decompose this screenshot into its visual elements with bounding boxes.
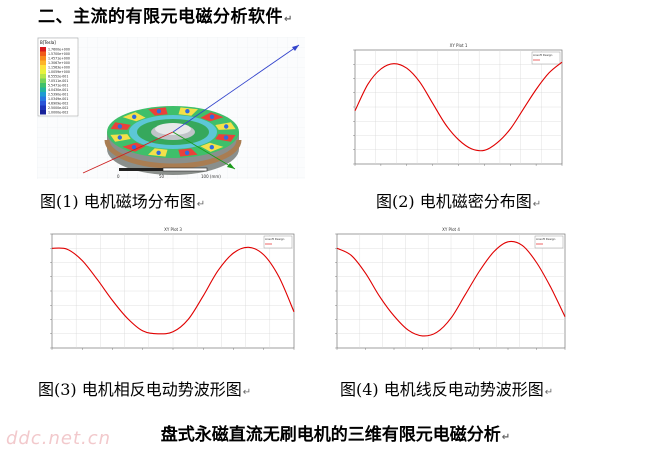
motor-3d-render: B[Tesla] 1.7600e+0001.5700e+0001.4571e+00… [37, 37, 305, 179]
motor-disk [104, 106, 242, 175]
legend-value: 4.6909e-002 [48, 102, 68, 106]
caption-figure-1: 图(1) 电机磁场分布图↵ [40, 188, 205, 212]
chart-legend [531, 51, 561, 65]
flux-spot [185, 109, 190, 114]
figure-2-flux-density-plot: XY Plot 1 Ansoft Design [337, 38, 584, 178]
chart-legend-label: Ansoft Design [533, 53, 553, 57]
legend-value: 2.5000e-002 [48, 106, 68, 110]
legend-title: B[Tesla] [40, 40, 56, 45]
legend-value: 1.4571e+000 [48, 57, 70, 61]
legend-value: 8.5552e-001 [48, 75, 68, 79]
paragraph-mark-icon: ↵ [242, 387, 252, 398]
axis-line [172, 131, 236, 170]
section-heading: 二、主流的有限元电磁分析软件↵ [38, 2, 293, 27]
watermark-text: ddc.net.cn [6, 428, 112, 449]
legend-value: 1.3067e+000 [48, 61, 70, 65]
figure-3-phase-emf-plot: XY Plot 3 Ansoft Design [34, 222, 316, 362]
legend-swatch [40, 60, 46, 65]
chart-legend-label: Ansoft Design [265, 237, 285, 241]
caption-figure-2: 图(2) 电机磁密分布图↵ [376, 188, 541, 212]
xy-plot-4: XY Plot 4 Ansoft Design [319, 222, 587, 362]
flux-spot [132, 114, 137, 120]
axis-line [82, 131, 174, 174]
scale-bar: 0 50 100 (mm) [117, 167, 221, 179]
caption-text: 图(3) 电机相反电动势波形图 [38, 380, 242, 399]
legend-value: 1.0059e+000 [48, 70, 70, 74]
flux-spot [184, 150, 190, 155]
legend-swatch [40, 74, 46, 79]
legend-swatch [40, 96, 46, 101]
scale-label: 50 [159, 174, 165, 179]
caption-text: 图(2) 电机磁密分布图 [376, 192, 532, 211]
flux-spot [131, 145, 137, 150]
legend-swatch [40, 69, 46, 74]
legend-value: 1.7600e+000 [48, 48, 70, 52]
series-line [336, 240, 566, 337]
chart-title: XY Plot 4 [442, 227, 460, 232]
series-line [51, 246, 295, 335]
flux-spot [223, 135, 229, 140]
scale-label: 0 [117, 174, 120, 179]
color-legend: B[Tesla] 1.7600e+0001.5700e+0001.4571e+00… [37, 37, 79, 117]
legend-swatch [40, 47, 46, 52]
legend-swatch [40, 92, 46, 97]
flux-spot [117, 124, 123, 129]
paragraph-mark-icon: ↵ [532, 199, 542, 210]
section-heading-text: 二、主流的有限元电磁分析软件 [38, 7, 283, 27]
chart-legend [534, 235, 564, 249]
paragraph-mark-icon: ↵ [501, 432, 511, 443]
legend-value: 1.1563e+000 [48, 66, 70, 70]
series-line [354, 61, 563, 152]
legend-value: 4.0430e-001 [48, 88, 68, 92]
legend-swatch [40, 56, 46, 61]
chart-title: XY Plot 1 [450, 43, 468, 48]
paragraph-mark-icon: ↵ [284, 14, 293, 25]
paragraph-mark-icon: ↵ [544, 387, 554, 398]
flux-spot [209, 114, 215, 120]
legend-value: 5.5471e-001 [48, 84, 68, 88]
legend-swatch [40, 105, 46, 110]
legend-swatch [40, 101, 46, 106]
legend-swatch [40, 51, 46, 56]
flux-spot [117, 135, 123, 140]
legend-value: 7.0511e-001 [48, 79, 68, 83]
legend-swatch [40, 65, 46, 70]
legend-value: 1.0349e-001 [48, 97, 68, 101]
caption-text: 图(4) 电机线反电动势波形图 [340, 380, 544, 399]
legend-swatch [40, 78, 46, 83]
caption-figure-3: 图(3) 电机相反电动势波形图↵ [38, 376, 251, 400]
scale-label: 100 (mm) [201, 174, 221, 179]
flux-spot [156, 109, 162, 114]
chart-legend [263, 235, 293, 249]
chart-legend-label: Ansoft Design [536, 237, 556, 241]
xy-plot-1: XY Plot 1 Ansoft Design [337, 38, 584, 178]
paragraph-mark-icon: ↵ [196, 199, 206, 210]
legend-value: 1.5700e+000 [48, 52, 70, 56]
legend-value: 1.0000e-002 [48, 111, 68, 115]
bottom-caption-text: 盘式永磁直流无刷电机的三维有限元电磁分析 [160, 425, 501, 445]
flux-spot [224, 124, 229, 129]
xy-plot-3: XY Plot 3 Ansoft Design [34, 222, 316, 362]
legend-swatch [40, 87, 46, 92]
axis-line [172, 44, 300, 133]
flux-spot [156, 150, 161, 155]
figure-4-line-emf-plot: XY Plot 4 Ansoft Design [319, 222, 587, 362]
caption-figure-4: 图(4) 电机线反电动势波形图↵ [340, 376, 553, 400]
chart-title: XY Plot 3 [164, 227, 182, 232]
caption-text: 图(1) 电机磁场分布图 [40, 192, 196, 211]
figure-1-field-plot: B[Tesla] 1.7600e+000 1.5700e+000 1.4571e+00… [37, 37, 305, 179]
legend-swatch [40, 83, 46, 88]
legend-swatch [40, 110, 46, 115]
flux-spot [209, 145, 214, 150]
legend-value: 2.5390e-001 [48, 93, 68, 97]
bottom-caption: 盘式永磁直流无刷电机的三维有限元电磁分析↵ [0, 420, 671, 445]
